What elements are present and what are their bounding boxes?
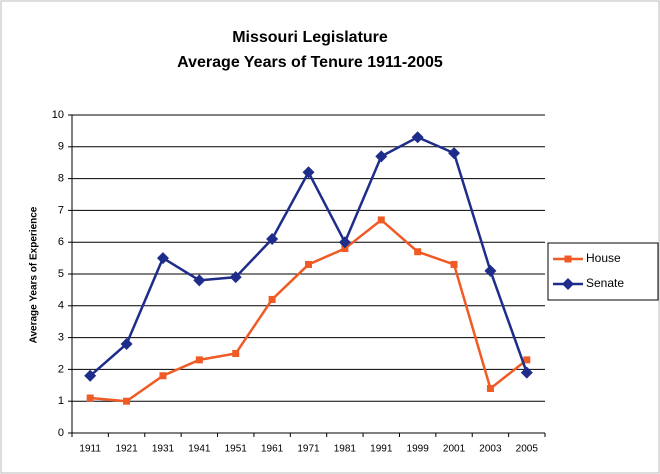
y-axis-label: Average Years of Experience (29, 206, 40, 343)
marker (84, 369, 97, 382)
legend-label: House (586, 251, 621, 265)
marker (562, 278, 574, 290)
x-tick-label: 1991 (370, 444, 393, 455)
x-tick-label: 1999 (407, 444, 430, 455)
marker (266, 233, 279, 246)
marker (448, 147, 461, 160)
marker (450, 260, 458, 268)
marker (520, 366, 533, 379)
x-tick-label: 2005 (516, 444, 539, 455)
marker (193, 274, 206, 287)
x-tick-label: 1941 (188, 444, 211, 455)
marker (123, 397, 131, 405)
x-tick-label: 1951 (225, 444, 248, 455)
marker (484, 264, 497, 277)
marker (414, 248, 422, 256)
x-tick-label: 1961 (261, 444, 284, 455)
marker (305, 260, 312, 268)
marker (229, 271, 242, 284)
marker (341, 245, 349, 253)
chart-subtitle: Average Years of Tenure 1911-2005 (177, 54, 443, 71)
marker (375, 150, 388, 163)
marker (411, 131, 424, 144)
marker (156, 252, 169, 265)
marker (486, 384, 494, 392)
y-tick-label: 3 (58, 332, 64, 344)
x-tick-label: 2003 (479, 444, 502, 455)
marker (523, 356, 531, 364)
y-tick-label: 1 (58, 395, 64, 407)
x-tick-label: 1981 (334, 444, 357, 455)
marker (268, 295, 276, 303)
x-tick-label: 1971 (297, 444, 320, 455)
marker (564, 255, 572, 263)
y-tick-label: 0 (58, 427, 64, 439)
marker (86, 394, 94, 402)
marker (195, 356, 203, 364)
y-tick-label: 6 (58, 236, 64, 248)
x-tick-label: 1931 (152, 444, 175, 455)
x-tick-label: 2001 (443, 444, 466, 455)
legend-label: Senate (586, 276, 624, 290)
y-tick-label: 8 (58, 173, 64, 185)
y-tick-label: 9 (58, 141, 64, 153)
x-tick-label: 1921 (115, 444, 138, 455)
marker (232, 350, 240, 357)
y-tick-label: 7 (58, 204, 64, 216)
marker (302, 166, 315, 179)
x-tick-label: 1911 (79, 444, 101, 455)
chart-title: Missouri Legislature (232, 29, 388, 46)
marker (120, 337, 133, 350)
marker (338, 236, 351, 249)
marker (159, 372, 167, 380)
legend-box (547, 242, 659, 301)
y-tick-label: 4 (58, 300, 64, 312)
y-tick-label: 2 (58, 363, 64, 375)
marker (377, 216, 385, 224)
y-tick-label: 5 (58, 268, 64, 280)
y-tick-label: 10 (52, 109, 64, 121)
